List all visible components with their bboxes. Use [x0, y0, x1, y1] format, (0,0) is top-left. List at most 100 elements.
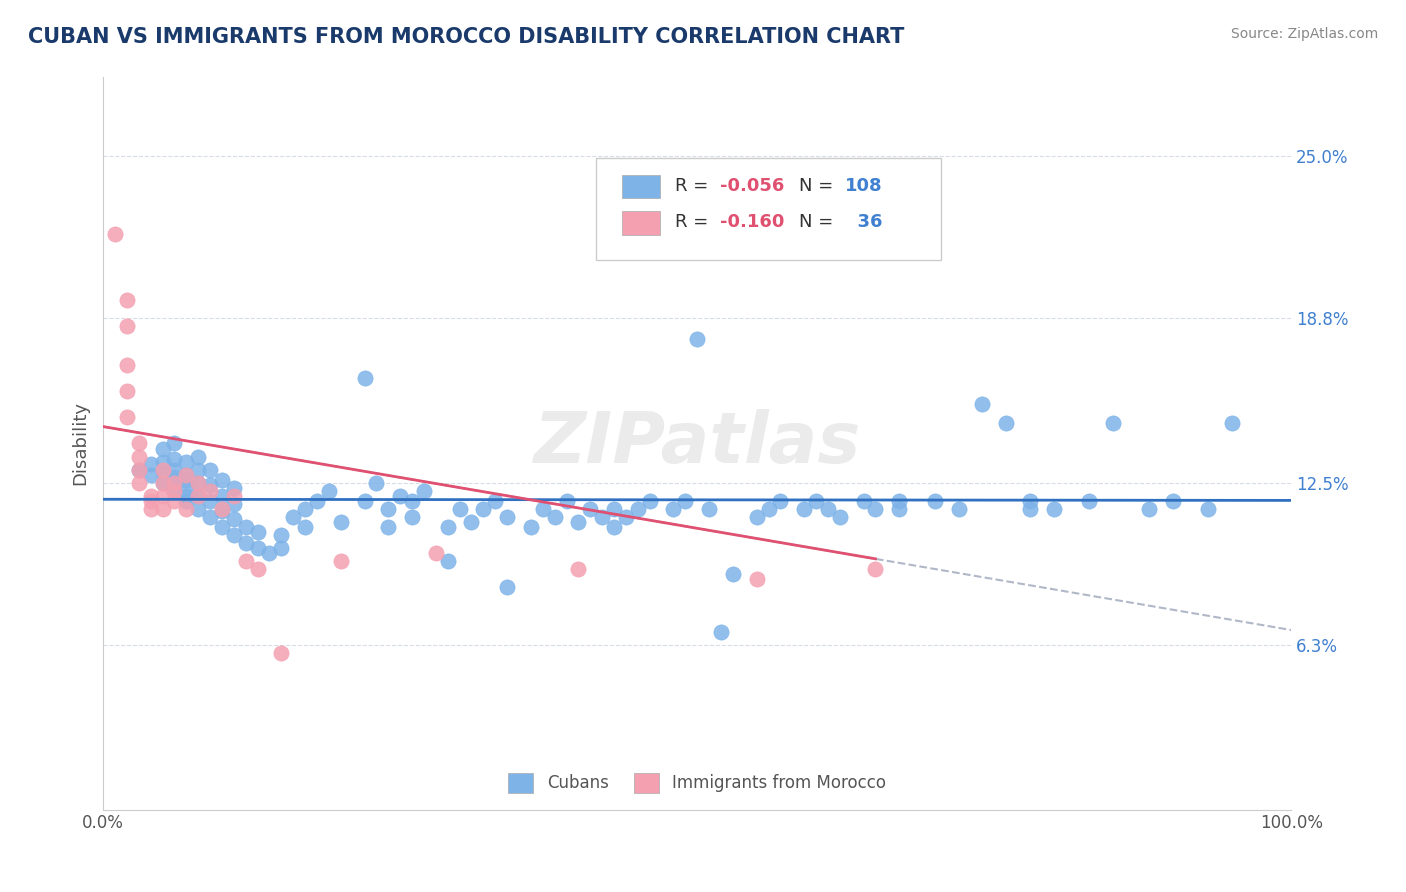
Point: [176, 501, 198, 516]
Point: [460, 515, 482, 529]
Point: [128, 462, 150, 476]
Point: [152, 475, 174, 490]
Point: [697, 501, 720, 516]
Text: Source: ZipAtlas.com: Source: ZipAtlas.com: [1230, 27, 1378, 41]
Point: [1161, 494, 1184, 508]
Point: [496, 509, 519, 524]
Point: [198, 509, 221, 524]
Point: [187, 489, 209, 503]
Point: [139, 458, 162, 472]
Point: [828, 509, 851, 524]
Point: [198, 478, 221, 492]
Text: 108: 108: [845, 177, 882, 194]
Point: [329, 554, 352, 568]
Point: [176, 455, 198, 469]
Point: [496, 580, 519, 594]
Point: [1137, 501, 1160, 516]
Point: [198, 494, 221, 508]
Point: [413, 483, 436, 498]
Point: [472, 501, 495, 516]
Point: [972, 397, 994, 411]
Point: [270, 541, 292, 555]
Point: [948, 501, 970, 516]
Point: [579, 501, 602, 516]
Point: [889, 494, 911, 508]
Point: [401, 509, 423, 524]
Point: [425, 546, 447, 560]
Point: [283, 509, 305, 524]
Point: [211, 489, 233, 503]
Point: [139, 467, 162, 482]
Point: [163, 483, 186, 498]
Point: [543, 509, 565, 524]
Point: [187, 475, 209, 490]
FancyBboxPatch shape: [596, 158, 941, 260]
Point: [1078, 494, 1101, 508]
Text: 36: 36: [845, 213, 882, 231]
Point: [198, 483, 221, 498]
Point: [128, 475, 150, 490]
Text: R =: R =: [675, 213, 714, 231]
Point: [187, 450, 209, 464]
Point: [662, 501, 685, 516]
Point: [614, 509, 637, 524]
Point: [259, 546, 281, 560]
Point: [176, 467, 198, 482]
Point: [710, 624, 733, 639]
FancyBboxPatch shape: [623, 175, 661, 198]
Point: [187, 475, 209, 490]
Point: [793, 501, 815, 516]
Point: [222, 512, 245, 526]
Point: [176, 467, 198, 482]
Point: [139, 501, 162, 516]
Point: [353, 494, 375, 508]
Point: [152, 442, 174, 456]
Text: R =: R =: [675, 177, 714, 194]
Point: [353, 371, 375, 385]
Text: N =: N =: [800, 177, 839, 194]
Point: [924, 494, 946, 508]
Point: [115, 410, 138, 425]
Point: [603, 520, 626, 534]
Point: [270, 528, 292, 542]
Point: [745, 509, 768, 524]
Point: [115, 358, 138, 372]
Point: [436, 520, 458, 534]
Point: [246, 541, 269, 555]
Point: [721, 567, 744, 582]
Point: [222, 528, 245, 542]
FancyBboxPatch shape: [623, 211, 661, 235]
Point: [817, 501, 839, 516]
Text: ZIPatlas: ZIPatlas: [533, 409, 860, 478]
Point: [865, 562, 887, 576]
Point: [152, 465, 174, 479]
Point: [1042, 501, 1064, 516]
Point: [270, 646, 292, 660]
Point: [187, 462, 209, 476]
Point: [152, 475, 174, 490]
Point: [686, 332, 709, 346]
Text: -0.056: -0.056: [720, 177, 785, 194]
Point: [176, 481, 198, 495]
Point: [222, 489, 245, 503]
Point: [484, 494, 506, 508]
Point: [163, 470, 186, 484]
Point: [804, 494, 827, 508]
Point: [222, 481, 245, 495]
Point: [294, 501, 316, 516]
Point: [211, 501, 233, 516]
Point: [889, 501, 911, 516]
Point: [305, 494, 328, 508]
Point: [115, 318, 138, 333]
Legend: Cubans, Immigrants from Morocco: Cubans, Immigrants from Morocco: [501, 764, 894, 801]
Point: [638, 494, 661, 508]
Point: [567, 515, 589, 529]
Point: [377, 520, 399, 534]
Point: [627, 501, 650, 516]
Point: [294, 520, 316, 534]
Point: [865, 501, 887, 516]
Point: [128, 462, 150, 476]
Point: [758, 501, 780, 516]
Point: [115, 293, 138, 307]
Point: [187, 501, 209, 516]
